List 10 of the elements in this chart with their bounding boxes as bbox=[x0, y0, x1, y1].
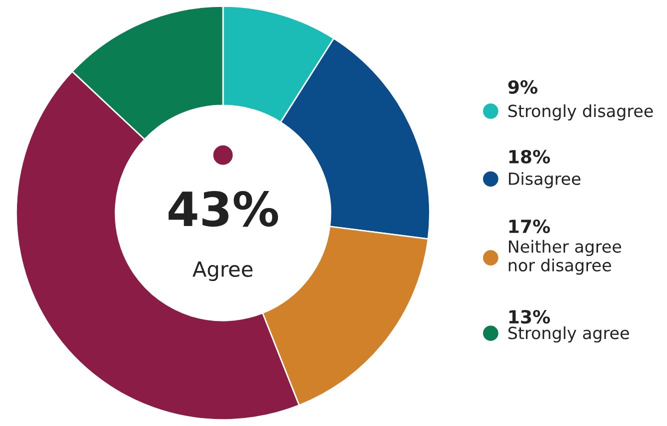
data-label: 13% bbox=[509, 310, 550, 324]
data-label: 43% bbox=[168, 190, 278, 227]
legend-label: Strongly disagree bbox=[508, 104, 653, 120]
slice-label: Agree bbox=[192, 261, 252, 281]
data-label: 17% bbox=[509, 220, 550, 234]
legend-label: Neither agree nor disagree bbox=[508, 240, 622, 275]
data-label: 9% bbox=[508, 80, 538, 94]
data-label: 18% bbox=[509, 150, 550, 164]
legend-label: Strongly agree bbox=[508, 326, 629, 343]
legend-label: Disagree bbox=[508, 172, 580, 188]
